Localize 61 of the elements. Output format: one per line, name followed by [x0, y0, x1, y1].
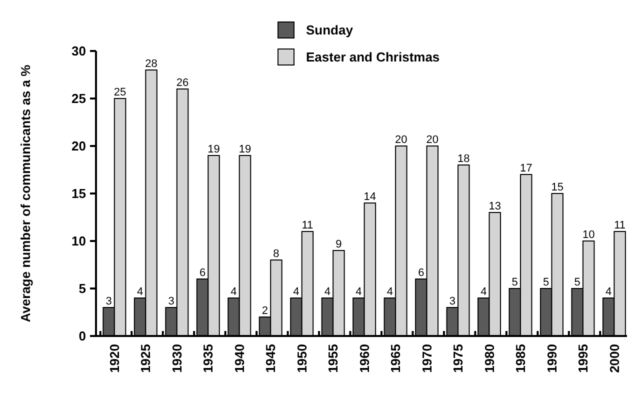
x-tick-label: 1930	[169, 344, 184, 373]
y-tick-label: 20	[72, 138, 86, 154]
data-label: 14	[364, 191, 376, 203]
data-label: 4	[356, 286, 362, 298]
data-label: 5	[512, 276, 518, 288]
x-tick-label: 1965	[388, 344, 404, 373]
legend-label: Sunday	[306, 22, 354, 38]
data-label: 4	[324, 286, 331, 298]
data-label: 4	[386, 286, 393, 298]
data-label: 4	[293, 286, 300, 298]
data-label: 4	[136, 286, 144, 298]
x-tick-label: 1990	[544, 344, 560, 373]
x-tick-label: 1980	[482, 344, 497, 373]
data-label: 5	[574, 276, 580, 288]
x-tick-label: 1995	[576, 344, 591, 373]
data-label: 18	[458, 153, 470, 165]
data-label: 4	[230, 286, 237, 298]
data-label: 4	[606, 286, 612, 298]
x-tick-label: 1920	[106, 344, 122, 373]
x-tick-label: 1945	[263, 344, 278, 373]
x-tick-label: 1970	[419, 344, 434, 373]
data-label: 17	[520, 162, 532, 174]
y-tick-label: 30	[72, 44, 86, 59]
y-tick-label: 5	[78, 281, 86, 296]
data-label: 3	[449, 296, 456, 308]
data-label: 9	[336, 238, 342, 250]
data-label: 3	[106, 296, 112, 308]
data-label: 8	[273, 248, 280, 260]
x-tick-label: 1975	[450, 344, 466, 373]
data-label: 15	[551, 182, 564, 194]
data-label: 28	[145, 58, 158, 70]
data-label: 19	[208, 144, 220, 156]
x-tick-label: 1955	[326, 344, 341, 373]
data-label: 6	[199, 267, 206, 279]
data-label: 20	[426, 134, 439, 146]
data-label: 6	[418, 267, 424, 279]
data-label: 3	[168, 296, 174, 308]
y-tick-label: 15	[72, 186, 86, 202]
data-label: 10	[582, 229, 595, 241]
x-tick-label: 1925	[138, 344, 154, 373]
data-label: 20	[395, 134, 408, 146]
x-tick-label: 1950	[294, 344, 310, 373]
x-tick-label: 1935	[200, 344, 216, 373]
x-tick-label: 1960	[356, 344, 372, 373]
data-label: 5	[543, 276, 550, 288]
x-tick-label: 2000	[606, 344, 622, 373]
data-label: 11	[614, 220, 626, 232]
data-label: 11	[302, 220, 314, 232]
x-tick-label: 1940	[232, 344, 247, 373]
y-axis-title: Average number of communicants as a %	[18, 64, 33, 322]
data-label: 19	[238, 144, 252, 156]
data-label: 2	[262, 305, 268, 317]
data-label: 4	[480, 286, 487, 298]
data-label: 13	[488, 200, 501, 212]
x-tick-label: 1985	[513, 344, 528, 373]
legend-label: Easter and Christmas	[306, 50, 440, 65]
y-tick-label: 25	[72, 91, 86, 106]
data-label: 26	[176, 77, 189, 89]
data-label: 25	[114, 86, 126, 98]
y-tick-label: 0	[78, 328, 86, 344]
y-tick-label: 10	[72, 234, 86, 249]
